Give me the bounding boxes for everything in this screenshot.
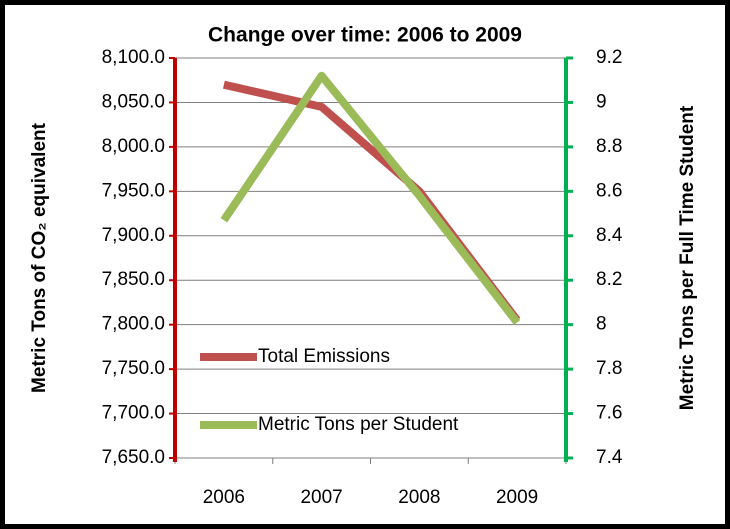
legend-label: Metric Tons per Student <box>258 414 459 435</box>
y-tick-label: 7,750.0 <box>102 358 165 379</box>
y-tick-label: 7,900.0 <box>102 225 165 246</box>
y-tick-label: 7,700.0 <box>102 403 165 424</box>
x-tick-label: 2008 <box>398 487 440 508</box>
y2-axis-title: Metric Tons per Full Time Student <box>677 105 698 410</box>
x-tick-label: 2009 <box>496 487 538 508</box>
y2-tick-label: 7.6 <box>596 403 622 424</box>
y2-tick-label: 9 <box>596 91 607 112</box>
y2-tick-label: 8.2 <box>596 269 622 290</box>
y2-tick-label: 9.2 <box>596 47 622 68</box>
y-tick-label: 8,050.0 <box>102 91 165 112</box>
y2-tick-label: 7.8 <box>596 358 622 379</box>
y-tick-label: 8,100.0 <box>102 47 165 68</box>
y2-tick-label: 8.4 <box>596 225 623 246</box>
chart-title: Change over time: 2006 to 2009 <box>208 24 522 47</box>
x-tick-label: 2006 <box>203 487 245 508</box>
y2-tick-label: 8.6 <box>596 180 622 201</box>
y2-tick-label: 8 <box>596 314 607 335</box>
y-tick-label: 7,800.0 <box>102 314 165 335</box>
y-tick-label: 7,850.0 <box>102 269 165 290</box>
y-tick-label: 8,000.0 <box>102 136 165 157</box>
x-tick-label: 2007 <box>300 487 342 508</box>
y-axis-title: Metric Tons of CO₂ equivalent <box>29 122 50 393</box>
legend-label: Total Emissions <box>258 346 390 367</box>
y2-tick-label: 7.4 <box>596 447 623 468</box>
y-tick-label: 7,950.0 <box>102 180 165 201</box>
y2-tick-label: 8.8 <box>596 136 622 157</box>
y-tick-label: 7,650.0 <box>102 447 165 468</box>
series-line <box>220 71 521 325</box>
